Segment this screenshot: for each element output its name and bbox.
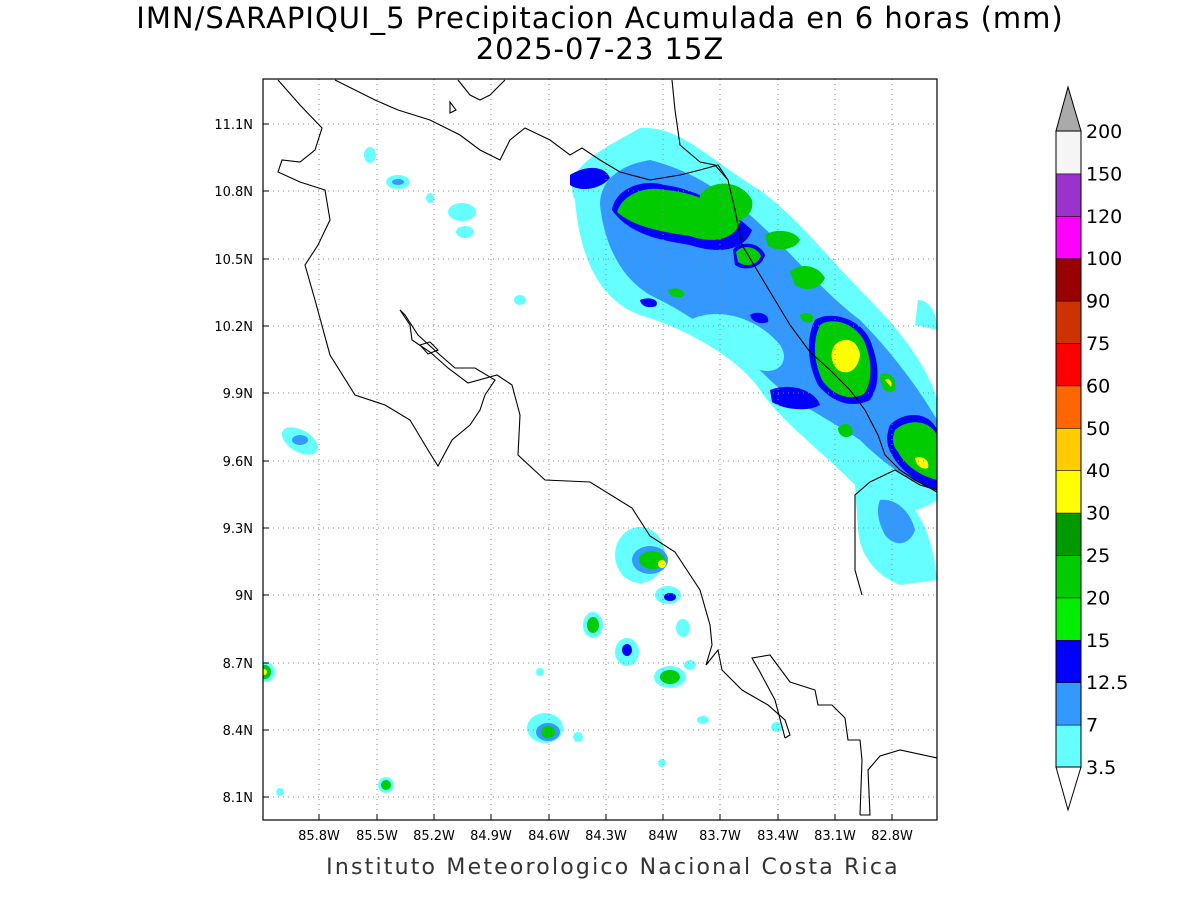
precipitation-layer <box>263 127 937 796</box>
lat-tick-label: 9.6N <box>223 455 253 470</box>
tick-marks <box>263 123 893 820</box>
lon-tick-label: 85.2W <box>413 829 455 844</box>
lat-tick-label: 8.1N <box>223 791 253 806</box>
lon-tick-label: 83.1W <box>814 829 856 844</box>
plot-frame <box>262 78 938 821</box>
colorbar-label: 60 <box>1086 375 1110 397</box>
map-gridlines <box>263 79 937 820</box>
colorbar-label: 3.5 <box>1086 757 1116 779</box>
colorbar-label: 200 <box>1086 121 1122 143</box>
colorbar-label: 15 <box>1086 630 1110 652</box>
colorbar-segment <box>1055 469 1082 514</box>
colorbar-segment <box>1055 512 1082 556</box>
colorbar-label: 12.5 <box>1086 672 1128 694</box>
rain-band-caribbean <box>570 127 937 585</box>
lon-tick-labels: 85.8W 85.5W 85.2W 84.9W 84.6W 84.3W 84W … <box>298 829 913 844</box>
lat-tick-label: 9.3N <box>223 522 253 537</box>
lat-tick-label: 9.9N <box>223 387 253 402</box>
map-title: IMN/SARAPIQUI_5 Precipitacion Acumulada … <box>136 1 1064 35</box>
lat-tick-label: 10.8N <box>214 185 253 200</box>
colorbar-segments <box>1055 130 1082 768</box>
colorbar: 3.5 7 12.5 15 20 25 30 40 50 60 75 90 10… <box>1055 85 1128 812</box>
colorbar-segment <box>1055 681 1082 726</box>
lon-tick-label: 84.9W <box>470 829 512 844</box>
coastlines <box>277 79 937 816</box>
lon-tick-label: 84W <box>648 829 678 844</box>
colorbar-segment <box>1055 215 1082 260</box>
colorbar-segment <box>1055 257 1082 302</box>
lat-tick-label: 10.2N <box>214 320 253 335</box>
lon-tick-label: 85.5W <box>356 829 398 844</box>
colorbar-label: 100 <box>1086 248 1122 270</box>
colorbar-segment <box>1055 427 1082 471</box>
colorbar-label: 40 <box>1086 460 1110 482</box>
colorbar-label: 7 <box>1086 715 1098 737</box>
colorbar-label: 25 <box>1086 545 1110 567</box>
colorbar-segment <box>1055 173 1082 217</box>
colorbar-label: 120 <box>1086 206 1122 228</box>
lat-tick-label: 8.7N <box>223 657 253 672</box>
colorbar-segment <box>1055 597 1082 641</box>
colorbar-segment <box>1055 385 1082 429</box>
colorbar-label: 150 <box>1086 163 1122 185</box>
lon-tick-label: 85.8W <box>298 829 340 844</box>
map-subtitle: 2025-07-23 15Z <box>475 32 725 66</box>
colorbar-lower-extend <box>1055 766 1082 812</box>
lon-tick-label: 84.6W <box>528 829 570 844</box>
lat-tick-label: 8.4N <box>223 724 253 739</box>
colorbar-frame <box>1055 130 1082 768</box>
lat-tick-label: 10.5N <box>214 253 253 268</box>
rain-cells-scattered <box>263 147 783 796</box>
lon-tick-label: 84.3W <box>585 829 627 844</box>
colorbar-segment <box>1055 724 1082 768</box>
lat-tick-label: 11.1N <box>214 118 253 133</box>
country-border <box>671 79 937 493</box>
colorbar-segment <box>1055 130 1082 175</box>
colorbar-label: 20 <box>1086 587 1110 609</box>
colorbar-segment <box>1055 342 1082 387</box>
lon-tick-label: 82.8W <box>871 829 913 844</box>
colorbar-labels: 3.5 7 12.5 15 20 25 30 40 50 60 75 90 10… <box>1086 121 1128 779</box>
lat-tick-labels: 11.1N 10.8N 10.5N 10.2N 9.9N 9.6N 9.3N 9… <box>214 118 253 806</box>
lat-tick-label: 9N <box>235 589 253 604</box>
colorbar-label: 30 <box>1086 503 1110 525</box>
lon-tick-label: 83.4W <box>757 829 799 844</box>
colorbar-upper-extend <box>1055 85 1082 132</box>
colorbar-label: 50 <box>1086 418 1110 440</box>
colorbar-segment <box>1055 639 1082 683</box>
colorbar-label: 90 <box>1086 291 1110 313</box>
colorbar-segment <box>1055 554 1082 599</box>
lon-tick-label: 83.7W <box>699 829 741 844</box>
footer-credit: Instituto Meteorologico Nacional Costa R… <box>326 855 900 880</box>
colorbar-label: 75 <box>1086 333 1110 355</box>
colorbar-segment <box>1055 300 1082 344</box>
